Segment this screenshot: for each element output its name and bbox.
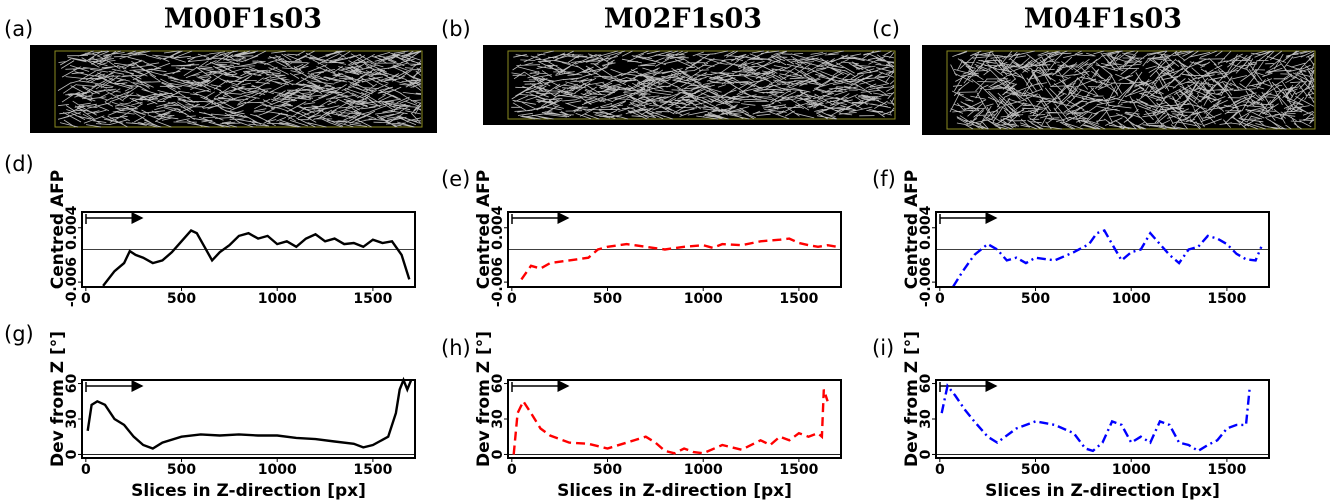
panel-label: (c) xyxy=(872,17,900,41)
x-axis-label: Slices in Z-direction [px] xyxy=(985,481,1220,501)
x-tick-label: 1500 xyxy=(353,462,392,478)
y-axis-label: Centred AFP xyxy=(902,170,922,289)
x-tick-label: 1000 xyxy=(1112,291,1151,307)
y-tick-label: 0.004 xyxy=(490,205,506,250)
data-line xyxy=(520,237,838,281)
x-tick-label: 500 xyxy=(593,462,622,478)
panel-label: (i) xyxy=(872,336,894,360)
x-tick-label: 0 xyxy=(507,291,517,307)
y-axis-label: Centred AFP xyxy=(48,170,68,289)
x-tick-label: 1000 xyxy=(258,291,297,307)
panel-label: (h) xyxy=(441,336,471,360)
panel-label: (f) xyxy=(872,167,896,191)
plot-frame xyxy=(935,211,1270,288)
y-tick-label: 60 xyxy=(490,374,506,394)
x-tick-label: 500 xyxy=(167,462,196,478)
y-axis-label: Centred AFP xyxy=(474,170,494,289)
image-frame xyxy=(507,50,896,120)
y-tick-label: 60 xyxy=(64,374,80,394)
micrograph xyxy=(922,45,1330,135)
plot-frame xyxy=(507,211,842,288)
image-title: M00F1s03 xyxy=(164,4,322,35)
image-title: M04F1s03 xyxy=(1024,4,1182,35)
y-tick-label: 30 xyxy=(918,409,934,429)
data-line xyxy=(952,229,1263,288)
y-tick-label: 30 xyxy=(64,409,80,429)
y-tick-label: 0 xyxy=(490,449,506,459)
image-frame xyxy=(54,50,423,128)
x-tick-label: 1500 xyxy=(1207,462,1246,478)
x-tick-label: 500 xyxy=(1021,291,1050,307)
x-tick-label: 500 xyxy=(1021,462,1050,478)
data-line xyxy=(940,383,1252,453)
x-tick-label: 500 xyxy=(593,291,622,307)
y-tick-label: -0.006 xyxy=(64,257,80,307)
x-tick-label: 1500 xyxy=(779,291,818,307)
x-tick-label: 0 xyxy=(81,291,91,307)
y-tick-label: -0.006 xyxy=(490,257,506,307)
y-axis-label: Dev from Z [°] xyxy=(474,331,494,467)
fibres xyxy=(57,50,422,128)
plot-frame xyxy=(81,211,416,288)
fibres xyxy=(511,50,895,120)
y-axis-label: Dev from Z [°] xyxy=(902,331,922,467)
x-axis-label: Slices in Z-direction [px] xyxy=(557,481,792,501)
x-tick-label: 0 xyxy=(81,462,91,478)
data-line xyxy=(102,229,411,287)
plot-frame xyxy=(935,379,1270,459)
micrograph xyxy=(30,45,437,133)
x-tick-label: 1000 xyxy=(684,462,723,478)
x-tick-label: 1000 xyxy=(1112,462,1151,478)
plot-frame xyxy=(507,379,842,459)
panel-label: (a) xyxy=(4,17,33,41)
y-tick-label: 0 xyxy=(918,449,934,459)
data-line xyxy=(512,389,829,455)
x-tick-label: 1500 xyxy=(779,462,818,478)
x-tick-label: 0 xyxy=(507,462,517,478)
image-frame xyxy=(946,50,1316,130)
x-tick-label: 1500 xyxy=(353,291,392,307)
plot-frame xyxy=(81,379,416,459)
y-tick-label: 0.004 xyxy=(918,205,934,250)
y-tick-label: -0.006 xyxy=(918,257,934,307)
y-tick-label: 0 xyxy=(64,449,80,459)
x-tick-label: 0 xyxy=(935,291,945,307)
y-tick-label: 30 xyxy=(490,409,506,429)
panel-label: (e) xyxy=(441,167,470,191)
panel-label: (d) xyxy=(4,152,34,176)
y-tick-label: 0.004 xyxy=(64,205,80,250)
y-tick-label: 60 xyxy=(918,374,934,394)
micrograph xyxy=(483,45,910,125)
x-tick-label: 500 xyxy=(167,291,196,307)
x-tick-label: 0 xyxy=(935,462,945,478)
panel-label: (b) xyxy=(441,17,471,41)
x-axis-label: Slices in Z-direction [px] xyxy=(131,481,366,501)
y-axis-label: Dev from Z [°] xyxy=(48,331,68,467)
x-tick-label: 1000 xyxy=(684,291,723,307)
x-tick-label: 1500 xyxy=(1207,291,1246,307)
fibres xyxy=(949,50,1315,130)
x-tick-label: 1000 xyxy=(258,462,297,478)
image-title: M02F1s03 xyxy=(604,4,762,35)
data-line xyxy=(86,376,413,450)
panel-label: (g) xyxy=(4,322,34,346)
